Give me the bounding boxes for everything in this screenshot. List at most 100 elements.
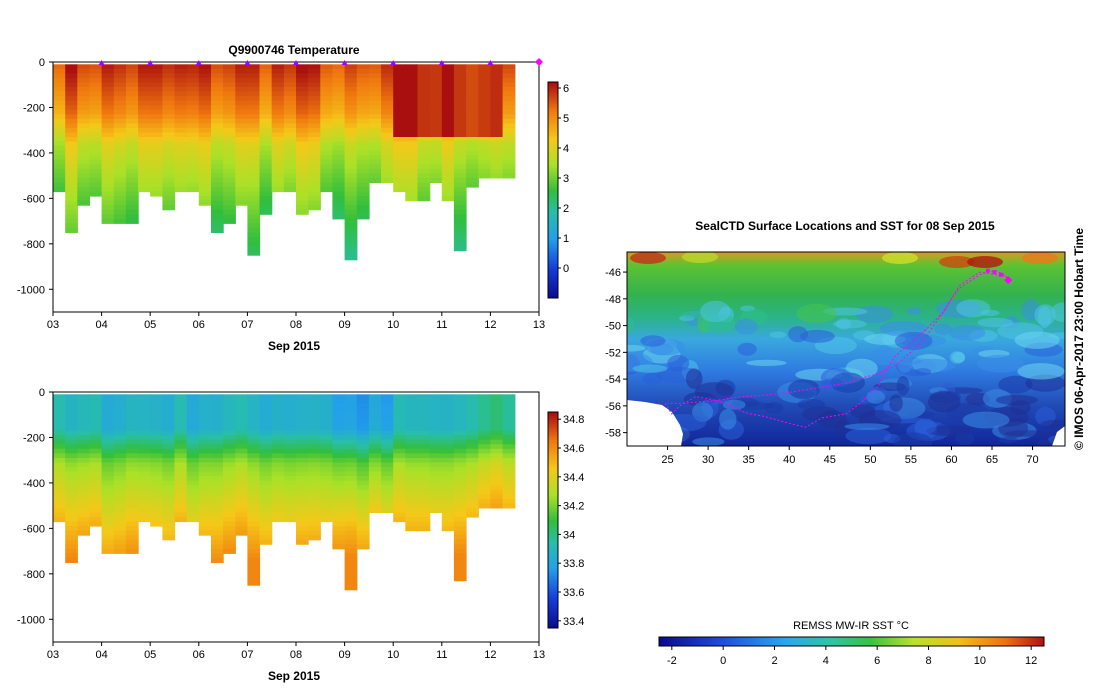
section-cell bbox=[478, 96, 492, 102]
colorbar-cell bbox=[548, 296, 558, 299]
section-cell bbox=[417, 91, 431, 97]
section-cell bbox=[441, 64, 455, 70]
colorbar-tick-label: 34 bbox=[563, 529, 575, 541]
section-cell bbox=[101, 150, 115, 156]
section-cell bbox=[393, 494, 406, 500]
section-cell bbox=[101, 521, 115, 527]
section-cell bbox=[296, 87, 309, 93]
section-cell bbox=[368, 435, 382, 441]
sst-patch bbox=[1051, 302, 1065, 322]
section-cell bbox=[247, 191, 261, 197]
section-cell bbox=[247, 173, 261, 179]
section-cell bbox=[65, 191, 78, 197]
section-cell bbox=[186, 489, 200, 495]
sst-patch bbox=[896, 376, 910, 396]
section-cell bbox=[296, 530, 309, 536]
section-cell bbox=[502, 141, 516, 147]
section-cell bbox=[113, 196, 127, 202]
section-cell bbox=[174, 426, 188, 432]
section-cell bbox=[162, 96, 176, 102]
section-cell bbox=[502, 494, 516, 500]
section-cell bbox=[174, 73, 188, 79]
section-cell bbox=[296, 164, 309, 170]
colorbar-cell bbox=[548, 112, 558, 115]
section-cell bbox=[296, 159, 309, 165]
section-cell bbox=[65, 114, 78, 120]
section-cell bbox=[101, 517, 115, 523]
section-cell bbox=[308, 498, 321, 504]
section-cell bbox=[198, 521, 212, 527]
section-cell bbox=[466, 435, 479, 441]
section-cell bbox=[113, 548, 127, 554]
section-cell bbox=[393, 435, 406, 441]
section-cell bbox=[271, 467, 285, 473]
section-cell bbox=[271, 403, 285, 409]
colorbar-cell bbox=[548, 490, 558, 493]
section-cell bbox=[247, 503, 261, 509]
section-cell bbox=[417, 182, 431, 188]
section-cell bbox=[466, 417, 479, 423]
section-cell bbox=[441, 100, 455, 106]
section-cell bbox=[453, 394, 467, 400]
section-cell bbox=[393, 146, 406, 152]
colorbar-cell bbox=[548, 148, 558, 151]
section-cell bbox=[113, 494, 127, 500]
colorbar-cell bbox=[548, 212, 558, 215]
section-cell bbox=[466, 403, 479, 409]
section-cell bbox=[441, 177, 455, 183]
colorbar-cell bbox=[548, 282, 558, 285]
section-cell bbox=[356, 526, 370, 532]
section-cell bbox=[393, 150, 406, 156]
section-cell bbox=[429, 141, 443, 147]
section-cell bbox=[296, 421, 309, 427]
section-cell bbox=[405, 453, 419, 459]
colorbar-cell bbox=[548, 626, 558, 629]
section-cell bbox=[296, 512, 309, 518]
section-cell bbox=[356, 91, 370, 97]
section-cell bbox=[211, 417, 224, 423]
section-cell bbox=[211, 457, 224, 463]
colorbar-cell bbox=[548, 414, 558, 417]
section-cell bbox=[320, 407, 333, 413]
section-cell bbox=[259, 430, 273, 436]
section-cell bbox=[198, 457, 212, 463]
section-cell bbox=[174, 118, 188, 124]
section-cell bbox=[125, 82, 139, 88]
section-cell bbox=[138, 467, 151, 473]
section-cell bbox=[223, 114, 236, 120]
section-cell bbox=[441, 146, 455, 152]
section-cell bbox=[308, 417, 321, 423]
colorbar-cell bbox=[548, 424, 558, 427]
section-cell bbox=[344, 567, 358, 573]
section-cell bbox=[490, 114, 504, 120]
section-cell bbox=[186, 109, 200, 115]
section-cell bbox=[247, 159, 261, 165]
section-cell bbox=[211, 91, 224, 97]
section-cell bbox=[405, 87, 419, 93]
colorbar-tick-label: 34.4 bbox=[563, 472, 584, 484]
section-cell bbox=[308, 480, 321, 486]
colorbar-cell bbox=[548, 100, 558, 103]
colorbar-cell bbox=[548, 528, 558, 531]
section-cell bbox=[162, 205, 176, 211]
section-cell bbox=[296, 494, 309, 500]
section-cell bbox=[405, 476, 419, 482]
colorbar-cell bbox=[548, 460, 558, 463]
section-cell bbox=[65, 485, 78, 491]
section-cell bbox=[405, 64, 419, 70]
colorbar-cell bbox=[548, 260, 558, 263]
section-cell bbox=[296, 498, 309, 504]
section-cell bbox=[453, 241, 467, 247]
section-cell bbox=[77, 64, 90, 70]
section-cell bbox=[113, 68, 127, 74]
colorbar-cell bbox=[548, 220, 558, 223]
section-cell bbox=[235, 109, 249, 115]
section-cell bbox=[77, 68, 90, 74]
section-cell bbox=[65, 127, 78, 133]
sst-patch bbox=[948, 325, 986, 341]
section-cell bbox=[502, 123, 516, 129]
section-cell bbox=[259, 462, 273, 468]
section-cell bbox=[125, 476, 139, 482]
section-cell bbox=[441, 168, 455, 174]
colorbar-cell bbox=[548, 232, 558, 235]
